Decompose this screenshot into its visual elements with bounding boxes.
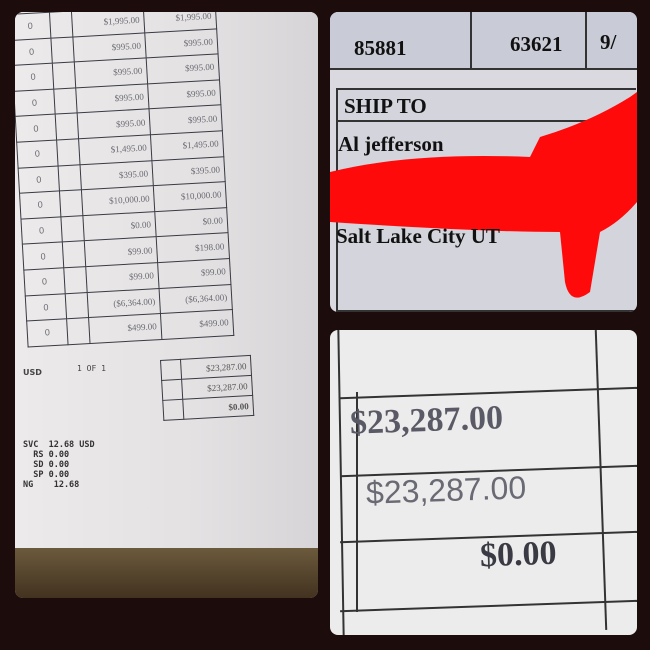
qty: 0 xyxy=(15,63,54,92)
unit-price: $499.00 xyxy=(88,313,162,344)
qty: 0 xyxy=(18,165,60,194)
total-amount: $23,287.00 xyxy=(349,399,504,442)
paid-amount: $23,287.00 xyxy=(365,469,527,511)
currency: USD xyxy=(23,368,42,377)
qty: 0 xyxy=(22,242,64,271)
ship-to-name: Al jefferson xyxy=(338,132,444,156)
customer-number: 63621 xyxy=(510,32,563,56)
qty: 0 xyxy=(20,216,63,245)
qty: 0 xyxy=(15,114,57,143)
qty: 0 xyxy=(19,191,61,219)
balance: $0.00 xyxy=(182,395,254,420)
totals-photo: $23,287.00 $23,287.00 $0.00 xyxy=(330,330,637,635)
qty: 0 xyxy=(16,140,59,168)
red-redaction-scribble xyxy=(330,92,637,298)
qty: 0 xyxy=(15,12,51,41)
totals-table: $23,287.00 $23,287.00 $0.00 xyxy=(160,355,254,421)
qty: 0 xyxy=(25,293,67,322)
line-total: $499.00 xyxy=(160,309,234,340)
date-partial: 9/ xyxy=(600,30,617,54)
qty: 0 xyxy=(15,88,56,117)
ship-to-photo: 85881 63621 9/ SHIP TO Al jefferson Salt… xyxy=(330,12,637,312)
line-items-table: 0 $1,995.00 $1,995.00 0 $995.00 $995.00 0 $995.… xyxy=(15,12,234,347)
invoice-photo-left: 0 $1,995.00 $1,995.00 0 $995.00 $995.00 0 $995.… xyxy=(15,12,318,598)
ship-to-city: Salt Lake City UT xyxy=(336,224,500,248)
receipt-text: SVC 12.68 USD RS 0.00 SD 0.00 SP 0.00 NG… xyxy=(23,440,95,490)
qty: 0 xyxy=(23,267,66,296)
ref-number: 85881 xyxy=(354,36,407,60)
table-surface xyxy=(15,548,318,598)
ship-to-label: SHIP TO xyxy=(344,94,427,118)
paper xyxy=(15,12,318,548)
balance-amount: $0.00 xyxy=(479,534,558,575)
qty: 0 xyxy=(15,37,53,66)
page-count: 1 OF 1 xyxy=(77,364,106,373)
qty: 0 xyxy=(26,318,69,347)
